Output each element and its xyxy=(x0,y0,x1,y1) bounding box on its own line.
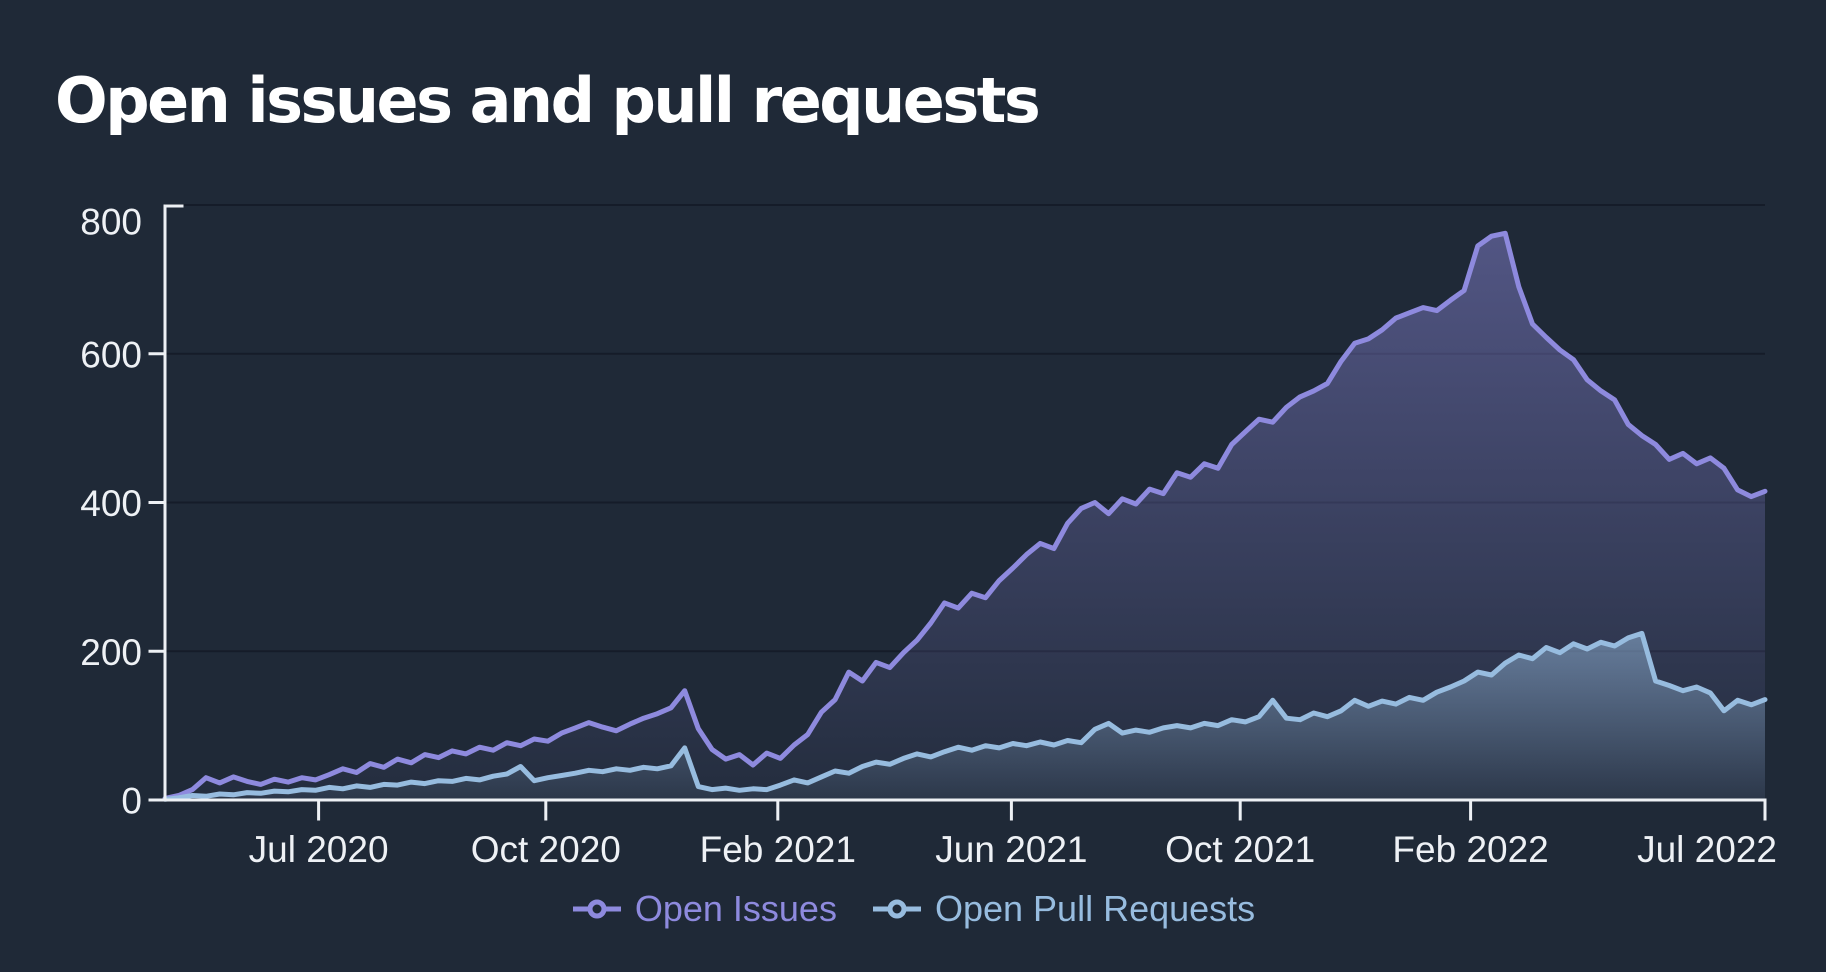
open-pull-requests-marker-icon xyxy=(872,899,921,919)
legend-item-open-pull-requests[interactable]: Open Pull Requests xyxy=(871,888,1255,930)
x-tick-label-Oct-2021: Oct 2021 xyxy=(1165,829,1315,870)
y-tick-label-200: 200 xyxy=(80,632,142,673)
y-tick-label-600: 600 xyxy=(80,334,142,375)
open-issues-marker-icon xyxy=(572,899,621,919)
x-tick-label-Jul-2020: Jul 2020 xyxy=(249,829,389,870)
x-tick-label-Feb-2021: Feb 2021 xyxy=(700,829,856,870)
legend-label-open-pull-requests: Open Pull Requests xyxy=(934,888,1256,929)
legend-item-open-issues[interactable]: Open Issues xyxy=(571,888,837,930)
y-tick-label-800: 800 xyxy=(80,202,142,243)
x-tick-label-Jul-2022: Jul 2022 xyxy=(1637,829,1777,870)
y-tick-label-0: 0 xyxy=(121,781,142,822)
y-axis xyxy=(163,204,184,802)
series-area-open-pull-requests xyxy=(165,633,1765,800)
chart-title: Open issues and pull requests xyxy=(55,63,1041,137)
series-line-open-pull-requests xyxy=(162,630,1768,802)
chart-legend: Open Issues Open Pull Requests xyxy=(0,888,1826,930)
x-tick-label-Oct-2020: Oct 2020 xyxy=(471,829,621,870)
x-tick-label-Jun-2021: Jun 2021 xyxy=(935,829,1087,870)
series-area-open-issues xyxy=(165,233,1765,801)
legend-label-open-issues: Open Issues xyxy=(634,888,837,929)
series-line-open-issues xyxy=(162,230,1768,801)
x-tick-label-Feb-2022: Feb 2022 xyxy=(1392,829,1548,870)
y-tick-label-400: 400 xyxy=(80,483,142,524)
